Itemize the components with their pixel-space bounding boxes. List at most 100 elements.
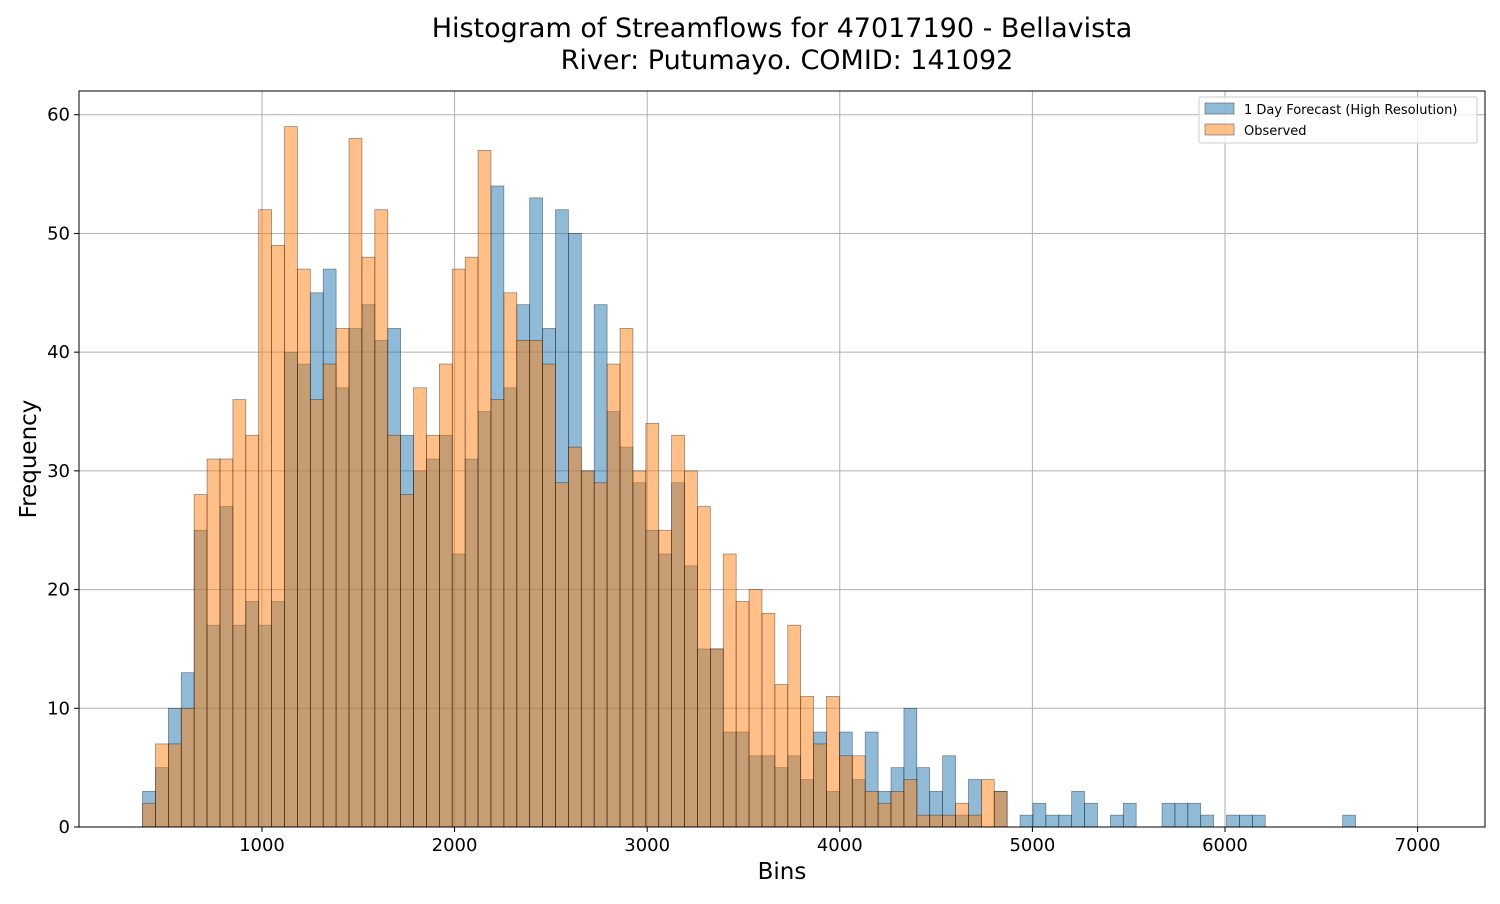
histogram-bar xyxy=(851,755,866,828)
legend-frame xyxy=(1198,96,1478,144)
histogram-bar xyxy=(155,743,169,828)
histogram-bar xyxy=(348,138,363,828)
y-tick-label: 50 xyxy=(47,223,70,244)
histogram-bar xyxy=(193,494,208,828)
histogram-bar xyxy=(735,601,750,828)
histogram-bar xyxy=(1019,814,1034,828)
histogram-bar xyxy=(671,434,685,828)
histogram-bar xyxy=(1251,814,1266,828)
x-tick-label: 6000 xyxy=(1202,835,1248,856)
histogram-bar xyxy=(503,292,518,828)
legend-swatch-observed xyxy=(1204,123,1235,136)
histogram-bar xyxy=(439,363,453,828)
histogram-bar xyxy=(335,328,350,828)
x-tick-label: 7000 xyxy=(1395,835,1441,856)
histogram-bar xyxy=(787,624,802,828)
histogram-bar xyxy=(903,779,918,828)
x-tick-label: 3000 xyxy=(624,835,670,856)
histogram-bar xyxy=(826,696,840,828)
y-tick-label: 0 xyxy=(59,817,70,838)
histogram-bar xyxy=(748,589,763,828)
histogram-bar xyxy=(516,339,531,828)
x-tick-label: 5000 xyxy=(1009,835,1055,856)
histogram-bar xyxy=(968,814,982,828)
histogram-bar xyxy=(322,363,337,828)
histogram-bar xyxy=(658,529,672,828)
histogram-bar xyxy=(426,434,440,828)
histogram-bar xyxy=(451,268,466,828)
histogram-bar xyxy=(1084,802,1098,828)
histogram-bar xyxy=(890,791,905,828)
y-tick-label: 20 xyxy=(47,580,70,601)
histogram-bar xyxy=(710,648,724,828)
histogram-bar xyxy=(593,482,608,828)
histogram-bar xyxy=(180,707,195,828)
legend-swatch-forecast xyxy=(1204,102,1235,115)
histogram-bar xyxy=(993,791,1008,828)
histogram-bar xyxy=(645,423,660,828)
histogram-bar xyxy=(632,470,647,828)
histogram-bar xyxy=(309,399,324,828)
legend-label-observed: Observed xyxy=(1244,124,1307,139)
histogram-bar xyxy=(1032,802,1047,828)
histogram-bar xyxy=(697,506,711,828)
y-tick-label: 10 xyxy=(47,698,70,719)
histogram-bar xyxy=(1122,802,1137,828)
y-tick-label: 60 xyxy=(47,105,70,126)
histogram-bar xyxy=(1071,791,1085,828)
plot-area-frame xyxy=(78,90,1486,828)
histogram-bar xyxy=(245,434,260,828)
histogram-bar xyxy=(1200,814,1214,828)
histogram-bar xyxy=(877,802,892,828)
histogram-bar xyxy=(1174,802,1189,828)
histogram-bar xyxy=(374,209,389,828)
histogram-bar xyxy=(929,814,943,828)
histogram-bar xyxy=(606,363,621,828)
histogram-bar xyxy=(168,743,182,828)
histogram-bar xyxy=(361,256,376,828)
histogram-bar xyxy=(580,470,595,828)
histogram-bar xyxy=(619,328,634,828)
legend: 1 Day Forecast (High Resolution) Observe… xyxy=(1198,96,1478,144)
x-tick-label: 4000 xyxy=(817,835,863,856)
histogram-bar xyxy=(529,339,543,828)
histogram-bar xyxy=(464,256,479,828)
histogram-bar xyxy=(774,684,789,828)
histogram-bar xyxy=(916,814,931,828)
chart-subtitle: River: Putumayo. COMID: 141092 xyxy=(561,45,1014,76)
histogram-bar xyxy=(864,791,879,828)
histogram-bar xyxy=(942,814,956,828)
histogram-bar xyxy=(555,482,569,828)
histogram-bar xyxy=(542,363,556,828)
histogram-bar xyxy=(1342,814,1356,828)
y-axis-label: Frequency xyxy=(16,400,42,519)
histogram-bar xyxy=(258,209,272,828)
histogram-bar xyxy=(1058,814,1073,828)
histogram-bar xyxy=(1045,814,1060,828)
histogram-bar xyxy=(1239,814,1253,828)
histogram-bar xyxy=(142,802,156,828)
histogram-bar xyxy=(684,470,698,828)
histogram-bar xyxy=(800,696,814,828)
histogram-bar xyxy=(387,434,401,828)
histogram-bar xyxy=(206,458,221,828)
histogram-bar xyxy=(219,458,234,828)
histogram-bar xyxy=(271,244,285,828)
y-tick-label: 40 xyxy=(47,342,70,363)
legend-label-forecast: 1 Day Forecast (High Resolution) xyxy=(1244,103,1457,118)
x-tick-label: 2000 xyxy=(432,835,478,856)
axis-ticks: 1000 2000 3000 4000 5000 6000 7000 0 10 20 30 40 50 6… xyxy=(47,105,1440,856)
histogram-bar xyxy=(955,802,969,828)
histogram-bar xyxy=(761,612,776,828)
histogram-bar xyxy=(1187,802,1202,828)
histogram-bar xyxy=(490,399,505,828)
chart-title: Histogram of Streamflows for 47017190 - … xyxy=(432,13,1133,44)
histogram-bars xyxy=(142,126,1356,828)
histogram-bar xyxy=(232,399,247,828)
histogram-bar xyxy=(400,494,414,828)
x-axis-label: Bins xyxy=(758,859,807,885)
histogram-bar xyxy=(568,446,582,828)
series-1-bars xyxy=(142,126,1008,828)
